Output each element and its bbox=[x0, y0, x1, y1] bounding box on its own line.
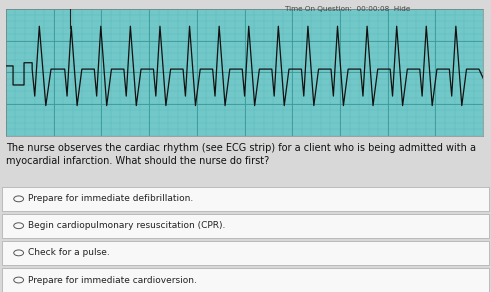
Text: Check for a pulse.: Check for a pulse. bbox=[28, 248, 110, 257]
Text: Prepare for immediate defibrillation.: Prepare for immediate defibrillation. bbox=[28, 194, 194, 203]
Text: Time On Question:  00:00:08  Hide: Time On Question: 00:00:08 Hide bbox=[285, 6, 410, 13]
Text: Prepare for immediate cardioversion.: Prepare for immediate cardioversion. bbox=[28, 276, 197, 284]
Text: The nurse observes the cardiac rhythm (see ECG strip) for a client who is being : The nurse observes the cardiac rhythm (s… bbox=[6, 143, 476, 166]
Text: Begin cardiopulmonary resuscitation (CPR).: Begin cardiopulmonary resuscitation (CPR… bbox=[28, 221, 226, 230]
